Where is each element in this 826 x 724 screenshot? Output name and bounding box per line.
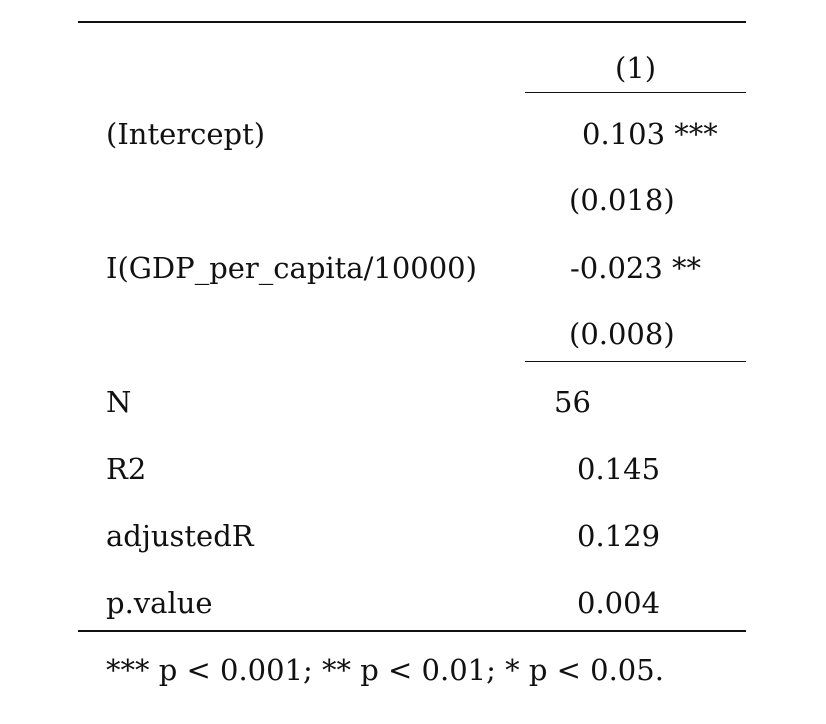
top-rule bbox=[78, 21, 746, 23]
column-header-rule bbox=[525, 92, 746, 93]
stat-value-p-value: 0.004 bbox=[577, 586, 661, 620]
estimate-gdp: -0.023 ** bbox=[570, 250, 701, 286]
bottom-rule bbox=[78, 630, 746, 632]
significance-note: *** p < 0.001; ** p < 0.01; * p < 0.05. bbox=[106, 653, 664, 687]
stat-label-n: N bbox=[106, 385, 132, 419]
se-intercept: (0.018) bbox=[569, 183, 675, 217]
stat-value-adjusted-r: 0.129 bbox=[577, 519, 661, 553]
stat-label-adjusted-r: adjustedR bbox=[106, 519, 254, 553]
estimate-value: -0.023 bbox=[570, 251, 663, 285]
estimate-value: 0.103 bbox=[582, 117, 666, 151]
estimate-intercept: 0.103 *** bbox=[582, 116, 718, 152]
significance-stars: *** bbox=[674, 117, 718, 151]
se-gdp: (0.008) bbox=[569, 317, 675, 351]
stat-value-n: 56 bbox=[554, 385, 591, 419]
row-label-intercept: (Intercept) bbox=[106, 117, 266, 151]
stat-value-r2: 0.145 bbox=[577, 452, 661, 486]
significance-stars: ** bbox=[672, 251, 702, 285]
model-stats-rule bbox=[525, 361, 746, 362]
stat-label-r2: R2 bbox=[106, 452, 147, 486]
column-header: (1) bbox=[614, 51, 657, 85]
stat-label-p-value: p.value bbox=[106, 586, 213, 620]
row-label-gdp: I(GDP_per_capita/10000) bbox=[106, 251, 477, 285]
